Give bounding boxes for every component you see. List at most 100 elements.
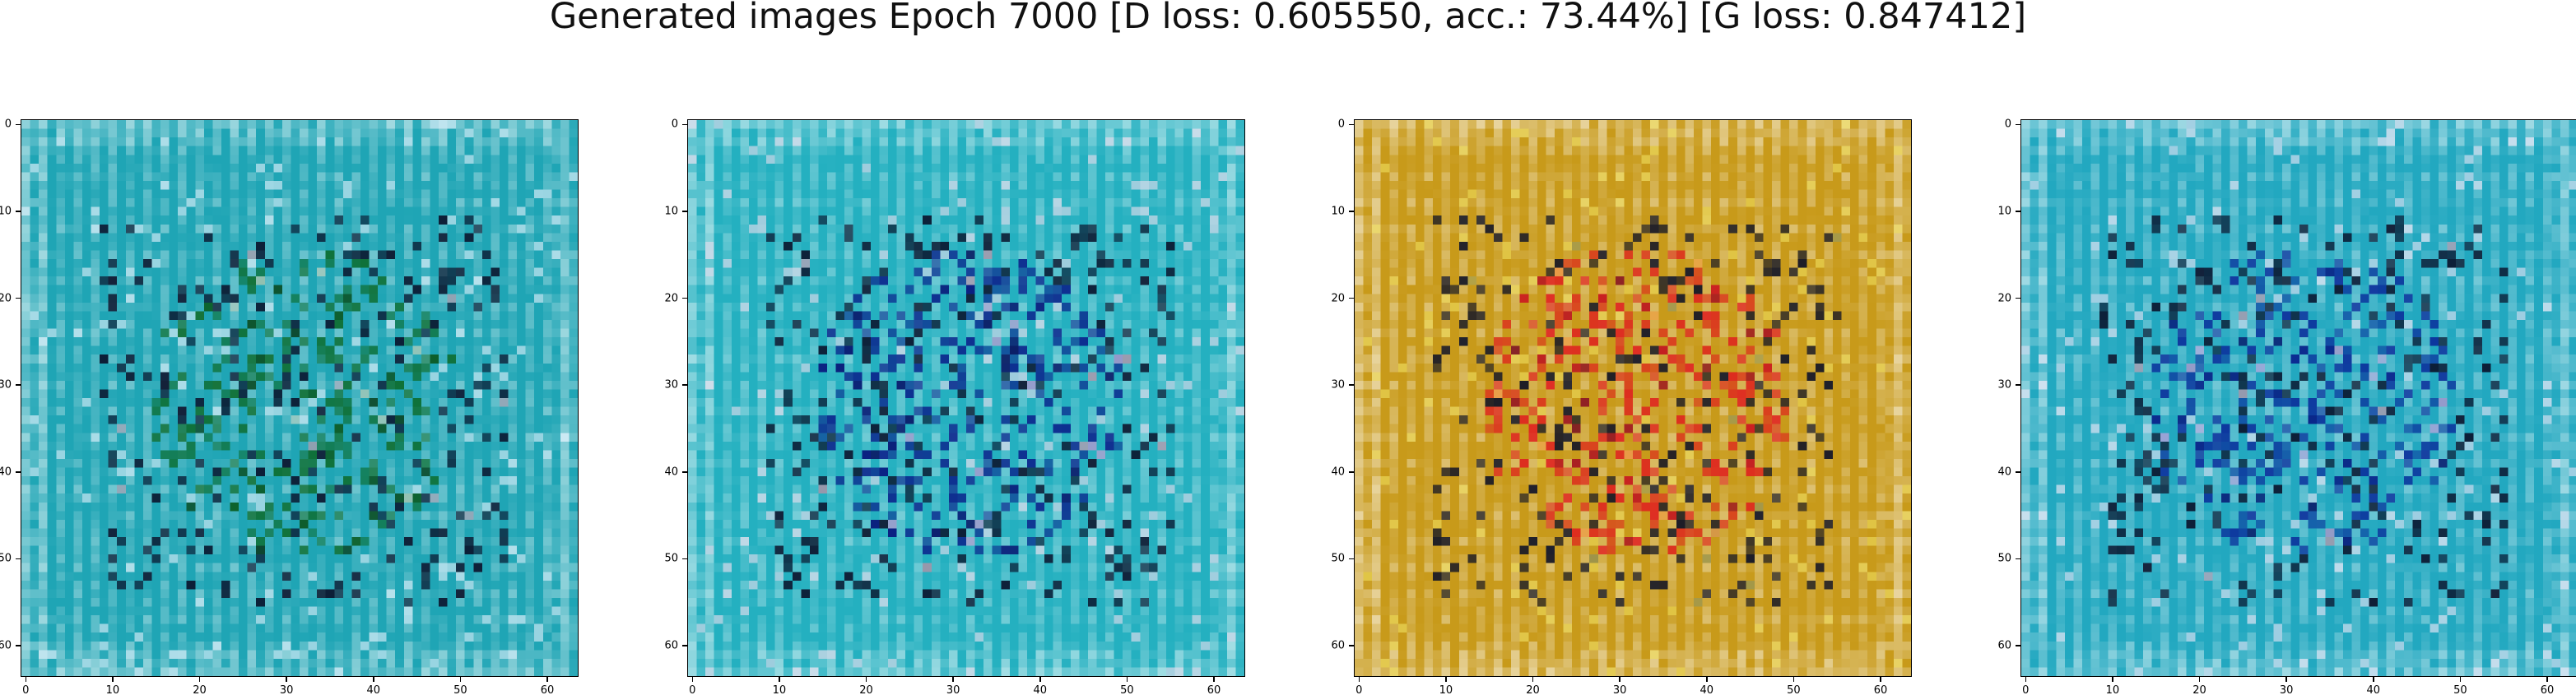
x-tick-label: 0 xyxy=(22,684,30,695)
y-tick xyxy=(2016,471,2021,473)
x-tick-label: 10 xyxy=(105,684,120,695)
generated-image-pixels-1 xyxy=(21,120,578,676)
y-tick xyxy=(2016,123,2021,126)
x-tick xyxy=(373,676,374,682)
x-tick xyxy=(198,676,201,682)
x-tick xyxy=(459,676,462,682)
image-panel-4: 0 10 20 30 40 50 60 0 10 20 30 40 50 60 xyxy=(1997,118,2576,695)
x-tick-label: 40 xyxy=(1033,684,1048,695)
x-tick-label: 10 xyxy=(772,684,787,695)
y-tick-label: 0 xyxy=(4,118,12,131)
x-tick xyxy=(2285,676,2287,682)
y-tick xyxy=(682,384,688,386)
y-tick xyxy=(1349,384,1355,386)
x-tick-label: 0 xyxy=(1355,684,1363,695)
x-tick-label: 50 xyxy=(2453,684,2467,695)
generated-image-bitmap-4 xyxy=(2021,120,2576,676)
generated-image-pixels-2 xyxy=(688,120,1244,676)
x-tick xyxy=(286,676,287,682)
x-tick xyxy=(779,676,780,682)
y-tick xyxy=(1349,123,1355,126)
x-tick xyxy=(1039,676,1041,682)
y-tick-label: 0 xyxy=(671,118,678,131)
y-tick-label: 0 xyxy=(2004,118,2011,131)
x-tick-label: 30 xyxy=(1612,684,1627,695)
y-tick-label: 30 xyxy=(1331,378,1345,392)
x-tick xyxy=(112,676,114,682)
x-tick xyxy=(25,676,27,682)
x-tick-label: 20 xyxy=(1526,684,1540,695)
y-tick xyxy=(1349,471,1355,473)
x-tick xyxy=(1706,676,1708,682)
generated-image-3 xyxy=(1354,119,1912,677)
y-tick-label: 20 xyxy=(0,292,12,305)
x-tick xyxy=(2373,676,2374,682)
y-tick xyxy=(16,558,21,560)
x-tick-label: 10 xyxy=(1439,684,1453,695)
x-tick-label: 40 xyxy=(2366,684,2381,695)
x-tick xyxy=(1126,676,1128,682)
y-tick xyxy=(2016,297,2021,299)
y-tick xyxy=(1349,558,1355,560)
y-tick-label: 40 xyxy=(1331,466,1345,479)
y-tick xyxy=(2016,645,2021,646)
y-tick xyxy=(1349,211,1355,212)
x-tick xyxy=(2025,676,2027,682)
x-tick-label: 20 xyxy=(859,684,873,695)
x-tick-label: 0 xyxy=(689,684,696,695)
y-tick xyxy=(2016,558,2021,560)
y-tick-label: 20 xyxy=(1331,292,1345,305)
x-tick-label: 40 xyxy=(366,684,381,695)
y-tick-label: 50 xyxy=(0,552,12,565)
y-tick xyxy=(16,645,21,646)
x-tick xyxy=(952,676,954,682)
y-tick-label: 40 xyxy=(0,466,12,479)
y-tick-label: 0 xyxy=(1337,118,1345,131)
y-tick xyxy=(16,211,21,212)
x-tick-label: 40 xyxy=(1700,684,1714,695)
y-tick-label: 30 xyxy=(664,378,678,392)
y-tick xyxy=(16,297,21,299)
y-tick-label: 20 xyxy=(1997,292,2011,305)
generated-image-pixels-3 xyxy=(1355,120,1911,676)
y-tick xyxy=(682,558,688,560)
y-tick-label: 60 xyxy=(664,639,678,652)
x-tick-label: 50 xyxy=(1787,684,1801,695)
y-tick-label: 10 xyxy=(664,205,678,218)
generated-image-bitmap-2 xyxy=(688,120,1244,676)
image-panel-1: 0 10 20 30 40 50 60 0 10 20 30 40 50 60 xyxy=(0,118,579,695)
y-tick xyxy=(682,211,688,212)
y-tick-label: 30 xyxy=(0,378,12,392)
x-tick xyxy=(1793,676,1795,682)
y-tick xyxy=(682,645,688,646)
x-tick xyxy=(1880,676,1881,682)
y-tick xyxy=(2016,211,2021,212)
y-tick-label: 10 xyxy=(1997,205,2011,218)
y-tick xyxy=(682,297,688,299)
x-tick-label: 30 xyxy=(946,684,960,695)
y-tick xyxy=(682,471,688,473)
image-panel-2: 0 10 20 30 40 50 60 0 10 20 30 40 50 60 xyxy=(664,118,1245,695)
y-tick-label: 50 xyxy=(1331,552,1345,565)
x-tick xyxy=(1445,676,1447,682)
x-tick-label: 60 xyxy=(1873,684,1888,695)
y-tick xyxy=(2016,384,2021,386)
y-tick-label: 50 xyxy=(1997,552,2011,565)
y-tick-label: 50 xyxy=(664,552,678,565)
x-tick xyxy=(1358,676,1360,682)
x-tick xyxy=(2546,676,2548,682)
y-tick xyxy=(16,384,21,386)
y-tick-label: 60 xyxy=(1997,639,2011,652)
y-tick-label: 30 xyxy=(1997,378,2011,392)
x-tick xyxy=(2198,676,2201,682)
x-tick-label: 30 xyxy=(279,684,294,695)
x-tick-label: 50 xyxy=(1120,684,1134,695)
x-tick xyxy=(865,676,867,682)
generated-image-2 xyxy=(687,119,1245,677)
x-tick xyxy=(1213,676,1215,682)
x-tick-label: 20 xyxy=(193,684,207,695)
x-tick-label: 30 xyxy=(2279,684,2294,695)
y-tick xyxy=(682,123,688,126)
figure-title: Generated images Epoch 7000 [D loss: 0.6… xyxy=(549,0,2027,37)
